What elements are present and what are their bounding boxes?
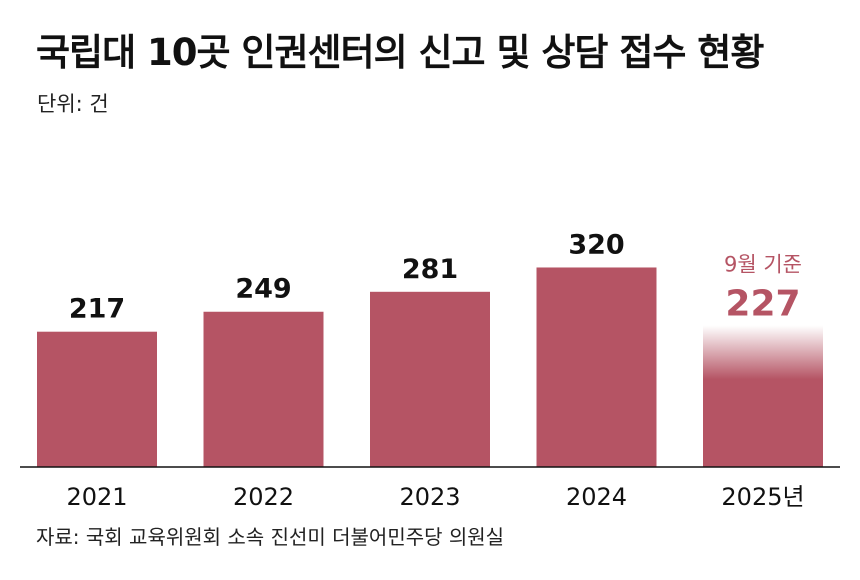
value-label-2025년: 227: [725, 283, 800, 324]
bar-2021: [37, 331, 157, 467]
category-label-2022: 2022: [233, 483, 294, 511]
category-label-2023: 2023: [399, 483, 460, 511]
value-label-2021: 217: [69, 294, 125, 325]
value-label-2023: 281: [402, 254, 458, 285]
value-label-2022: 249: [235, 274, 291, 305]
category-label-2021: 2021: [66, 483, 127, 511]
category-label-2025년: 2025년: [721, 483, 804, 511]
bar-2022: [203, 311, 324, 467]
source-note: 자료: 국회 교육위원회 소속 진선미 더불어민주당 의원실: [36, 525, 505, 549]
value-label-2024: 320: [568, 229, 624, 260]
chart-title: 국립대 10곳 인권센터의 신고 및 상담 접수 현황: [36, 31, 764, 74]
unit-label: 단위: 건: [37, 92, 109, 116]
bar-2025년: [703, 325, 823, 467]
bars-layer: [37, 267, 823, 467]
bar-2024: [536, 267, 657, 467]
category-label-2024: 2024: [566, 483, 627, 511]
annotation-label: 9월 기준: [724, 252, 802, 276]
bar-2023: [370, 291, 490, 467]
labels-layer: 217 2021 249 2022 281 2023 320 2024 227 9월 기준 2025…: [66, 229, 804, 511]
